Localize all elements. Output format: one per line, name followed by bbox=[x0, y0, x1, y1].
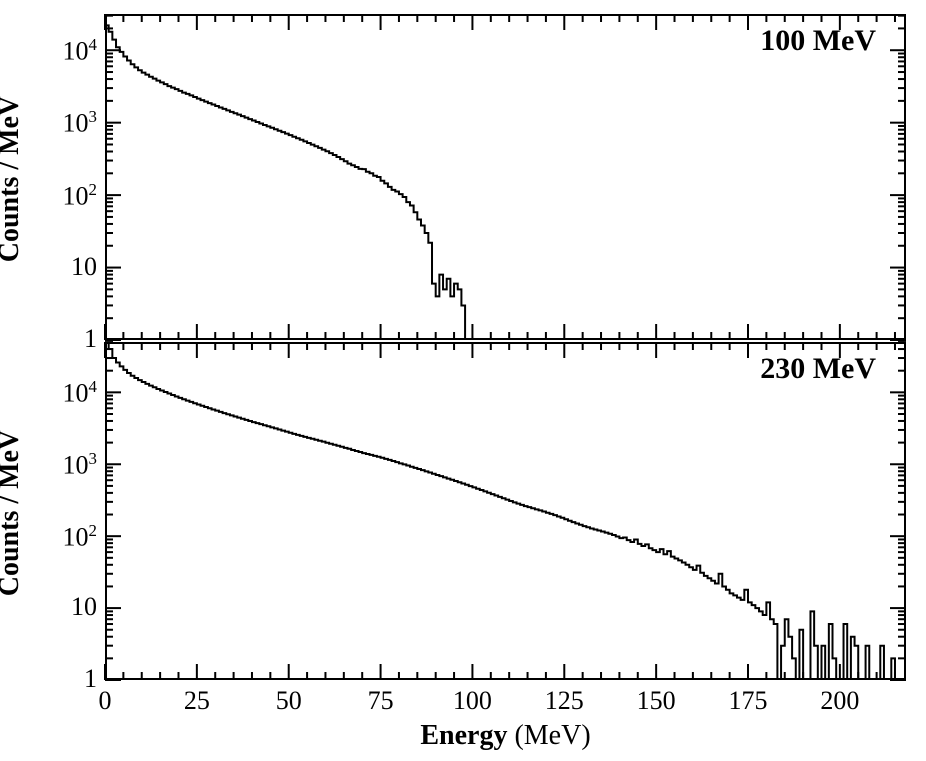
x-tick-label: 50 bbox=[259, 686, 319, 716]
x-tick-label: 150 bbox=[626, 686, 686, 716]
x-tick-label: 25 bbox=[167, 686, 227, 716]
x-tick-label: 100 bbox=[442, 686, 502, 716]
x-tick-label: 200 bbox=[810, 686, 870, 716]
y-tick-label: 104 bbox=[63, 377, 97, 409]
x-tick-label: 75 bbox=[351, 686, 411, 716]
y-tick-label: 102 bbox=[63, 521, 97, 553]
y-tick-label: 1 bbox=[84, 324, 97, 354]
figure: Counts / MeV 100 MeV Counts / MeV 230 Me… bbox=[0, 0, 926, 761]
y-tick-label: 103 bbox=[63, 449, 97, 481]
x-tick-label: 175 bbox=[718, 686, 778, 716]
y-tick-label: 10 bbox=[71, 592, 97, 622]
y-tick-label: 104 bbox=[63, 35, 97, 67]
y-tick-label: 10 bbox=[71, 252, 97, 282]
x-tick-label: 125 bbox=[534, 686, 594, 716]
panel-label-bottom: 230 MeV bbox=[760, 352, 876, 386]
y-tick-label: 103 bbox=[63, 107, 97, 139]
x-axis-label: Energy (MeV) bbox=[406, 720, 606, 752]
y-tick-label: 1 bbox=[84, 664, 97, 694]
y-tick-label: 102 bbox=[63, 180, 97, 212]
y-axis-label-bottom: Counts / MeV bbox=[0, 418, 26, 608]
